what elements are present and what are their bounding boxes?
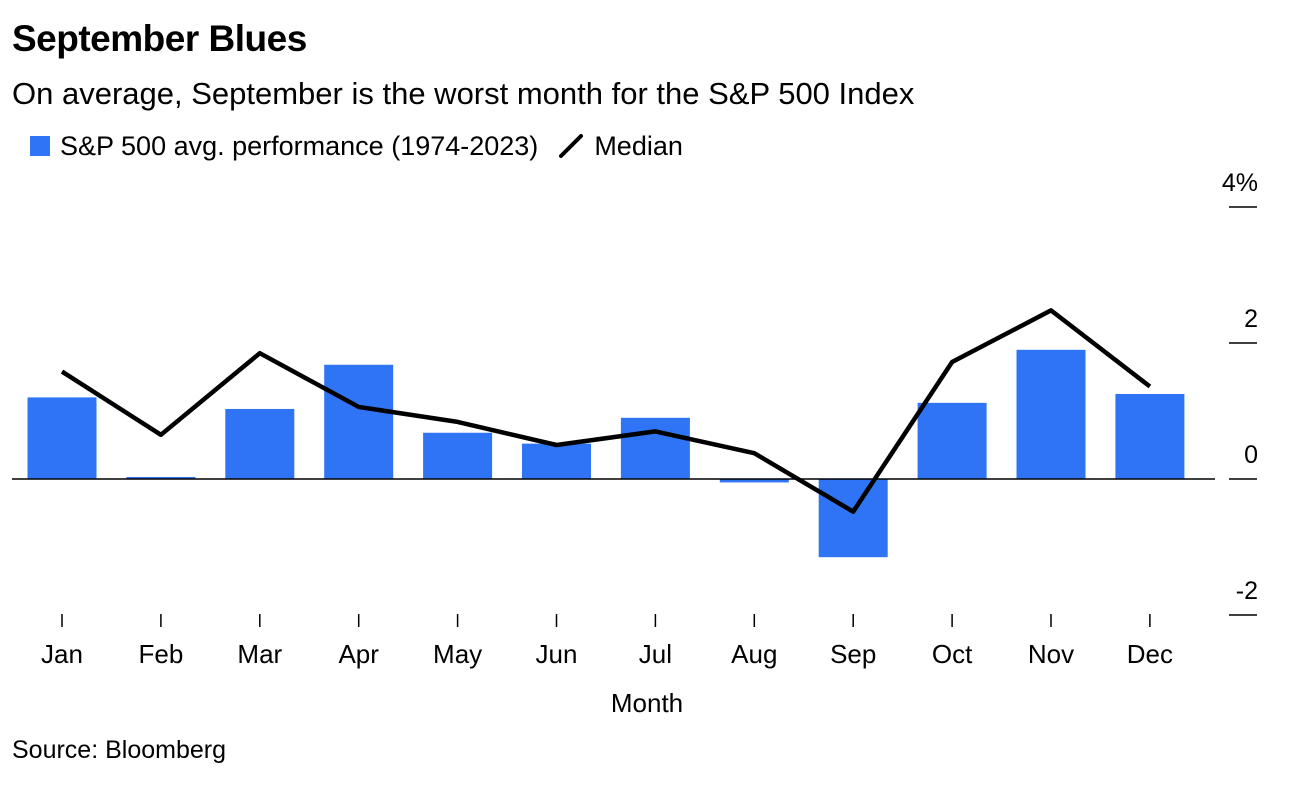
y-tick-label-4: 4%: [1222, 169, 1258, 197]
x-tick-label-mar: Mar: [237, 639, 282, 669]
x-axis-title: Month: [611, 688, 683, 718]
bar-nov: [1016, 349, 1086, 479]
bar-jun: [522, 443, 591, 479]
x-tick-label-aug: Aug: [731, 639, 777, 669]
x-tick-label-apr: Apr: [338, 639, 379, 669]
source-note: Source: Bloomberg: [12, 736, 227, 764]
x-tick-label-jun: Jun: [536, 639, 578, 669]
x-tick-label-may: May: [433, 639, 482, 669]
chart-title: September Blues: [12, 18, 307, 59]
legend-item-median: Median: [538, 131, 683, 162]
bar-may: [423, 432, 493, 479]
x-tick-label-oct: Oct: [932, 639, 973, 669]
legend-swatch-bar: [30, 136, 50, 156]
bar-feb: [126, 476, 196, 479]
legend-label-bars: S&P 500 avg. performance (1974-2023): [60, 130, 539, 161]
bar-oct: [917, 402, 987, 479]
bar-jul: [620, 417, 690, 479]
y-tick-label--2: -2: [1236, 577, 1258, 605]
bar-dec: [1115, 394, 1185, 479]
x-tick-label-nov: Nov: [1028, 639, 1074, 669]
x-tick-label-feb: Feb: [138, 639, 183, 669]
legend-line-icon: [559, 134, 584, 158]
legend: S&P 500 avg. performance (1974-2023) Med…: [30, 129, 683, 163]
bar-aug: [719, 479, 789, 483]
bar-apr: [324, 364, 394, 479]
legend-item-bars: S&P 500 avg. performance (1974-2023): [30, 131, 538, 162]
x-tick-label-jan: Jan: [41, 639, 83, 669]
bar-jan: [27, 397, 97, 479]
chart-subtitle: On average, September is the worst month…: [12, 76, 915, 111]
x-tick-label-jul: Jul: [639, 639, 672, 669]
y-tick-label-0: 0: [1244, 441, 1258, 469]
median-line: [60, 308, 1152, 514]
bar-mar: [225, 408, 295, 479]
bar-sep: [818, 479, 888, 558]
x-tick-label-sep: Sep: [830, 639, 876, 669]
y-tick-label-2: 2: [1244, 305, 1258, 333]
x-tick-label-dec: Dec: [1127, 639, 1173, 669]
legend-label-median: Median: [594, 130, 683, 161]
